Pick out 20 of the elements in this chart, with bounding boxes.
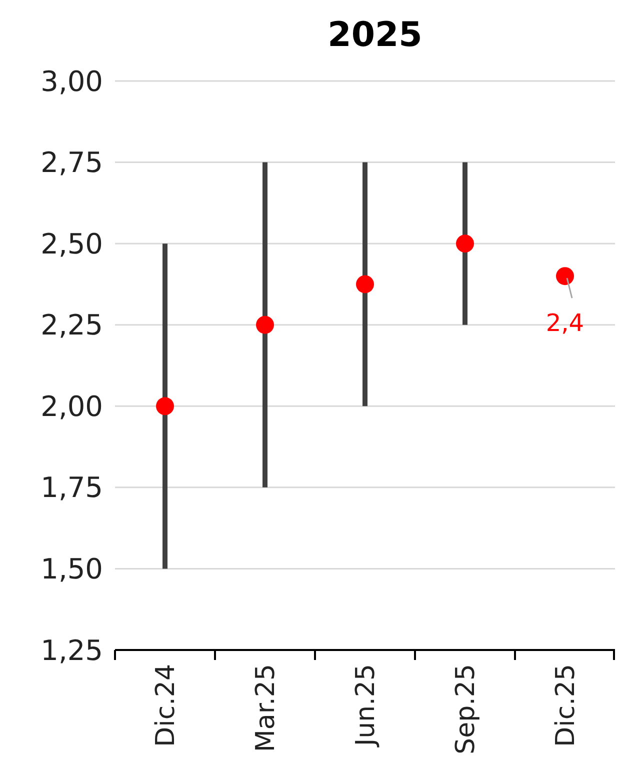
y-tick-label: 2,00: [40, 390, 103, 423]
x-tick-label: Jun.25: [351, 664, 382, 748]
y-tick-label: 2,75: [40, 146, 103, 180]
y-tick-label: 2,25: [40, 308, 103, 342]
point: [456, 234, 474, 253]
chart-title: 2025: [328, 15, 422, 55]
point: [256, 316, 274, 334]
y-tick-label: 3,00: [40, 64, 103, 98]
point: [356, 275, 374, 294]
point: [156, 397, 174, 416]
y-tick-label: 2,50: [40, 227, 103, 260]
x-tick-label: Sep.25: [451, 664, 482, 754]
y-tick-label: 1,75: [40, 471, 103, 504]
data-label: 2,4: [546, 309, 584, 338]
x-tick-label: Mar.25: [251, 664, 282, 752]
point: [556, 267, 574, 286]
y-tick-label: 1,50: [40, 552, 103, 586]
x-tick-label: Dic.24: [151, 664, 182, 747]
y-tick-label: 1,25: [40, 634, 103, 667]
x-tick-label: Dic.25: [551, 664, 582, 747]
